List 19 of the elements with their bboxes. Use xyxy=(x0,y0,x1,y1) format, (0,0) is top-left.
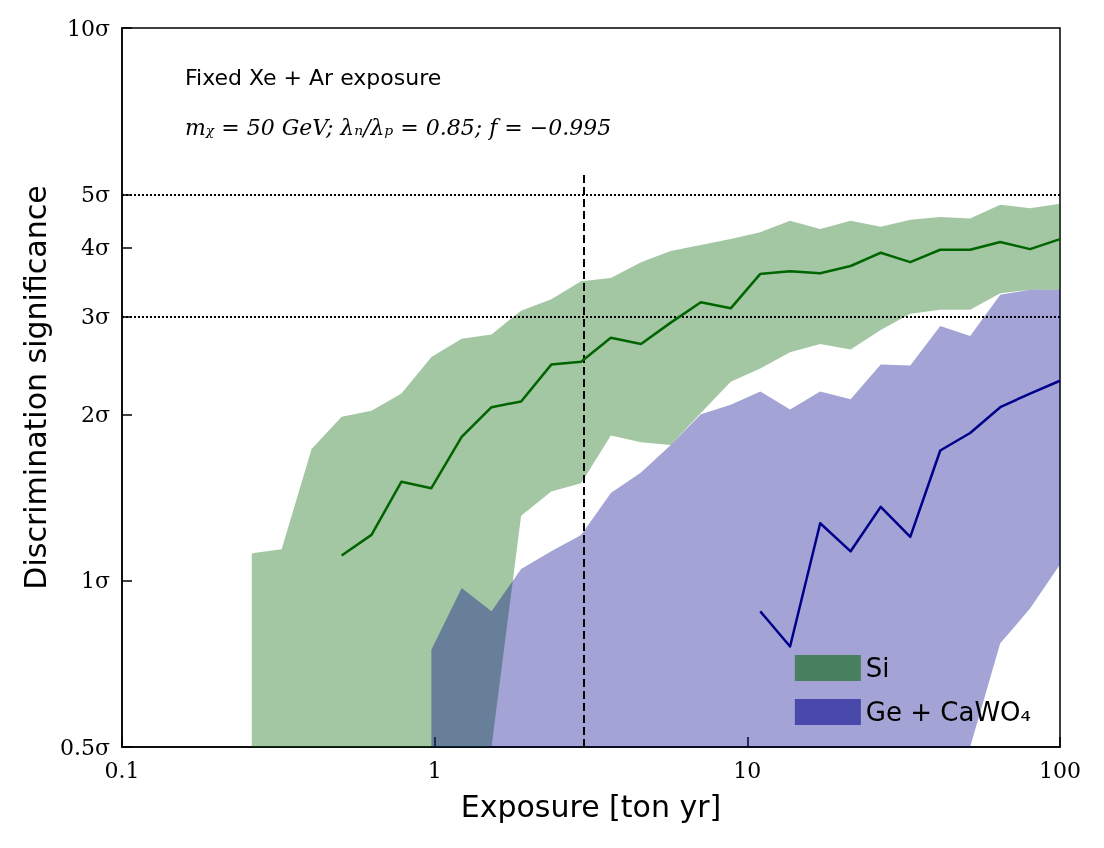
x-tick-label: 1 xyxy=(427,757,442,783)
x-tick-label: 100 xyxy=(1039,757,1081,783)
y-tick-label: 3σ xyxy=(80,304,110,330)
x-tick-label: 0.1 xyxy=(104,757,140,783)
y-tick-label: 5σ xyxy=(80,181,110,207)
line-series xyxy=(759,379,1062,648)
legend-label: Si xyxy=(865,653,890,683)
y-tick-label: 0.5σ xyxy=(59,734,110,760)
y-tick-label: 1σ xyxy=(80,568,110,594)
y-tick-label: 4σ xyxy=(80,235,110,261)
x-tick-label: 10 xyxy=(733,757,762,783)
line-series xyxy=(340,237,1062,557)
y-axis-title: Discrimination significance xyxy=(17,185,53,590)
annotation: mᵪ = 50 GeV; λₙ/λₚ = 0.85; f = −0.995 xyxy=(185,114,612,140)
annotation: Fixed Xe + Ar exposure xyxy=(185,64,442,90)
x-axis-title: Exposure [ton yr] xyxy=(460,788,722,824)
legend-label: Ge + CaWO₄ xyxy=(865,697,1031,727)
y-tick-label: 2σ xyxy=(80,401,110,427)
y-tick-label: 10σ xyxy=(66,15,110,41)
